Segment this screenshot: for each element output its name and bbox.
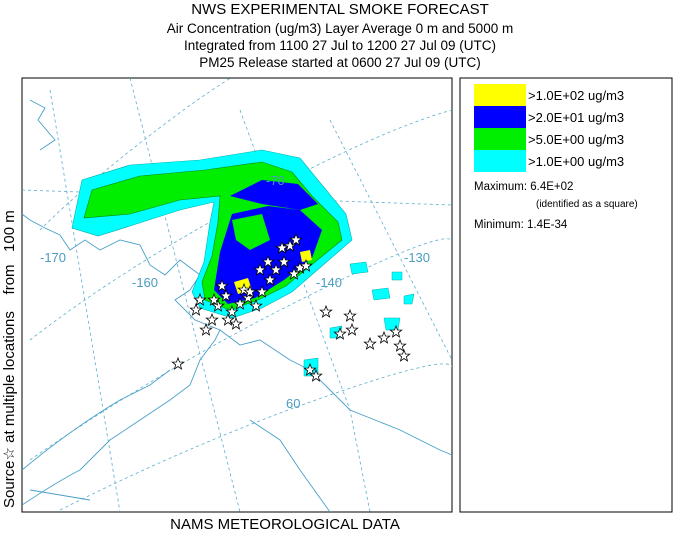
source-star <box>233 296 247 310</box>
source-star <box>219 288 233 302</box>
map: -170 -160 -140 -130 -70 60 <box>22 78 452 512</box>
map-label: 60 <box>286 396 300 411</box>
source-star <box>397 348 411 362</box>
footer: NAMS METEOROLOGICAL DATA <box>170 516 400 532</box>
smoke-plume <box>71 149 415 377</box>
source-star <box>343 308 357 322</box>
map-label: -140 <box>316 275 342 290</box>
map-label: -130 <box>404 250 430 265</box>
source-star <box>263 272 277 286</box>
legend-swatch <box>474 128 526 150</box>
source-star <box>389 324 403 338</box>
source-star <box>229 316 243 330</box>
legend-label: >1.0E+02 ug/m3 <box>528 88 624 103</box>
source-star <box>277 254 291 268</box>
maximum-note: (identified as a square) <box>536 199 638 210</box>
source-star <box>171 356 185 370</box>
subtitle: Air Concentration (ug/m3) Layer Average … <box>167 21 513 36</box>
source-star <box>345 322 359 336</box>
side-label: Source☆ at multiple locations from 100 m <box>1 210 18 508</box>
legend-label: >1.0E+00 ug/m3 <box>528 154 624 169</box>
source-star <box>205 312 219 326</box>
source-star <box>269 262 283 276</box>
source-star <box>243 284 257 298</box>
source-star <box>221 312 235 326</box>
maximum: Maximum: 6.4E+02 <box>474 181 573 193</box>
source-star <box>253 262 267 276</box>
legend-swatch <box>474 106 526 128</box>
subtitle: PM25 Release started at 0600 27 Jul 09 (… <box>199 55 480 70</box>
source-star <box>393 338 407 352</box>
source-star <box>261 254 275 268</box>
source-star <box>225 304 239 318</box>
source-star <box>289 232 303 246</box>
map-label: -160 <box>132 275 158 290</box>
source-star <box>363 336 377 350</box>
source-star <box>255 284 269 298</box>
legend-frame <box>459 77 673 513</box>
source-star <box>199 322 213 336</box>
source-star <box>309 368 323 382</box>
source-star <box>249 298 263 312</box>
legend-swatch <box>474 150 526 172</box>
legend-label: >5.0E+00 ug/m3 <box>528 132 624 147</box>
map-frame <box>21 77 453 513</box>
source-star <box>377 330 391 344</box>
legend: >1.0E+02 ug/m3 >2.0E+01 ug/m3 >5.0E+00 ug/… <box>474 84 624 172</box>
source-star <box>333 326 347 340</box>
source-star <box>215 278 229 292</box>
map-label: -170 <box>40 250 66 265</box>
source-star <box>237 282 251 296</box>
subtitle: Integrated from 1100 27 Jul to 1200 27 J… <box>184 38 496 53</box>
legend-label: >2.0E+01 ug/m3 <box>528 110 624 125</box>
source-star <box>299 258 313 272</box>
source-star <box>193 292 207 306</box>
source-star <box>287 266 301 280</box>
coastline <box>22 99 452 512</box>
source-star <box>319 304 333 318</box>
minimum: Minimum: 1.4E-34 <box>474 219 568 231</box>
source-star <box>275 240 289 254</box>
source-star <box>189 302 203 316</box>
legend-swatch <box>474 84 526 106</box>
source-stars <box>171 232 411 382</box>
source-star <box>207 292 221 306</box>
map-label: -70 <box>266 173 285 188</box>
title: NWS EXPERIMENTAL SMOKE FORECAST <box>191 1 489 18</box>
source-star <box>303 362 317 376</box>
